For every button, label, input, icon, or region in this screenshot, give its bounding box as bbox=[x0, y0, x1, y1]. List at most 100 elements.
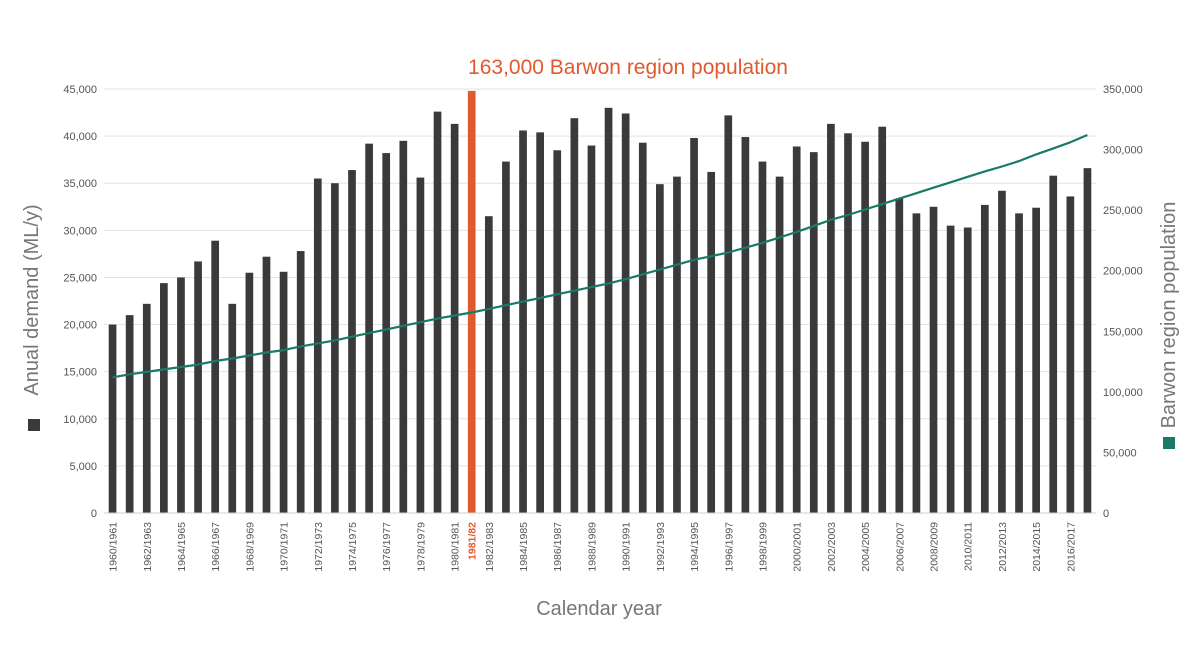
bar bbox=[348, 170, 356, 513]
y-tick-label: 5,000 bbox=[69, 461, 97, 473]
tick-labels: 0 5,000 10,000 15,000 20,000 25,000 30,000 35,0… bbox=[63, 84, 1142, 572]
y-legend-swatch bbox=[28, 419, 40, 431]
y-tick-label: 0 bbox=[91, 508, 97, 520]
bar bbox=[963, 227, 972, 514]
bar bbox=[604, 107, 613, 513]
bar bbox=[1015, 213, 1023, 513]
bar bbox=[194, 261, 202, 513]
bar bbox=[416, 177, 425, 513]
y2-tick-label: 350,000 bbox=[1103, 84, 1143, 96]
bar bbox=[125, 315, 134, 513]
bar bbox=[878, 126, 887, 513]
bar bbox=[142, 303, 151, 513]
bar bbox=[929, 206, 938, 513]
x-tick-label: 1988/1989 bbox=[586, 522, 598, 572]
bar bbox=[160, 283, 168, 513]
bar bbox=[792, 146, 801, 513]
y-tick-label: 40,000 bbox=[63, 131, 97, 143]
y2-tick-label: 200,000 bbox=[1103, 266, 1143, 278]
y-tick-label: 25,000 bbox=[63, 272, 97, 284]
bar bbox=[536, 132, 544, 513]
y2-tick-label: 0 bbox=[1103, 508, 1109, 520]
x-tick-label: 2014/2015 bbox=[1031, 522, 1043, 572]
bar bbox=[228, 303, 237, 513]
bar bbox=[587, 145, 596, 514]
x-tick-label: 1972/1973 bbox=[313, 522, 325, 572]
y2-tick-label: 300,000 bbox=[1103, 145, 1143, 157]
bar bbox=[484, 216, 493, 513]
bar bbox=[912, 213, 921, 513]
bar bbox=[861, 141, 869, 513]
y-tick-label: 15,000 bbox=[63, 367, 97, 379]
bar bbox=[758, 161, 767, 513]
y2-tick-label: 100,000 bbox=[1103, 387, 1143, 399]
x-tick-label: 1990/1991 bbox=[621, 522, 633, 572]
bar bbox=[177, 277, 185, 513]
bar bbox=[809, 152, 818, 513]
x-tick-label: 1976/1977 bbox=[381, 522, 393, 572]
x-tick-label: 1964/1965 bbox=[176, 522, 188, 572]
bar bbox=[980, 204, 989, 514]
bar bbox=[895, 198, 904, 513]
y-tick-label: 30,000 bbox=[63, 225, 97, 237]
bar bbox=[707, 171, 716, 513]
bar bbox=[365, 143, 373, 513]
x-tick-label: 1996/1997 bbox=[723, 522, 735, 572]
x-tick-label: 1994/1995 bbox=[689, 522, 701, 572]
y-tick-label: 45,000 bbox=[63, 84, 97, 96]
bar bbox=[331, 183, 339, 513]
x-tick-label: 2004/2005 bbox=[860, 522, 872, 572]
line-series bbox=[112, 133, 1088, 379]
y2-axis-title: Barwon region population bbox=[1158, 202, 1180, 429]
bar bbox=[262, 256, 271, 513]
bar bbox=[519, 130, 527, 514]
bar bbox=[570, 118, 579, 513]
bar bbox=[690, 137, 698, 514]
highlight-x-tick-label: 1981/82 bbox=[467, 522, 479, 560]
bar bbox=[433, 111, 442, 513]
bar bbox=[638, 142, 647, 513]
y2-tick-label: 50,000 bbox=[1103, 447, 1137, 459]
x-tick-label: 1966/1967 bbox=[210, 522, 222, 572]
x-tick-label: 1970/1971 bbox=[279, 522, 291, 572]
y-axis-title-group: Anual demand (ML/y) bbox=[21, 204, 43, 395]
x-tick-label: 2012/2013 bbox=[997, 522, 1009, 572]
y-axis-title: Anual demand (ML/y) bbox=[21, 204, 43, 395]
x-tick-label: 2016/2017 bbox=[1065, 522, 1077, 572]
bar bbox=[946, 225, 955, 513]
bar bbox=[673, 176, 681, 514]
bar-series bbox=[108, 90, 1092, 514]
x-tick-label: 1984/1985 bbox=[518, 522, 530, 572]
bar bbox=[1083, 168, 1092, 513]
x-tick-label: 2010/2011 bbox=[963, 522, 975, 571]
y-tick-label: 10,000 bbox=[63, 414, 97, 426]
bar bbox=[775, 176, 784, 514]
population-line bbox=[112, 133, 1088, 379]
x-tick-label: 2008/2009 bbox=[929, 522, 941, 572]
bar bbox=[998, 190, 1006, 513]
x-axis-title: Calendar year bbox=[536, 598, 662, 620]
x-tick-label: 1978/1979 bbox=[415, 522, 427, 572]
x-tick-label: 1982/1983 bbox=[484, 522, 496, 572]
bar bbox=[245, 272, 254, 513]
y-tick-label: 35,000 bbox=[63, 178, 97, 190]
x-tick-label: 1980/1981 bbox=[450, 522, 462, 572]
bar bbox=[450, 123, 459, 514]
bar bbox=[313, 178, 322, 513]
bar bbox=[741, 137, 750, 513]
bar bbox=[827, 123, 835, 514]
x-tick-label: 1960/1961 bbox=[108, 522, 120, 572]
bar bbox=[1049, 175, 1058, 513]
y2-tick-label: 250,000 bbox=[1103, 205, 1143, 217]
x-tick-label: 2000/2001 bbox=[792, 522, 804, 572]
bar bbox=[1066, 196, 1075, 513]
y2-tick-label: 150,000 bbox=[1103, 326, 1143, 338]
y-tick-label: 20,000 bbox=[63, 320, 97, 332]
bar bbox=[1032, 207, 1040, 513]
y2-axis-title-group: Barwon region population bbox=[1158, 202, 1180, 429]
x-tick-label: 1968/1969 bbox=[244, 522, 256, 572]
x-tick-label: 1998/1999 bbox=[758, 522, 770, 572]
highlight-bar bbox=[467, 90, 476, 513]
